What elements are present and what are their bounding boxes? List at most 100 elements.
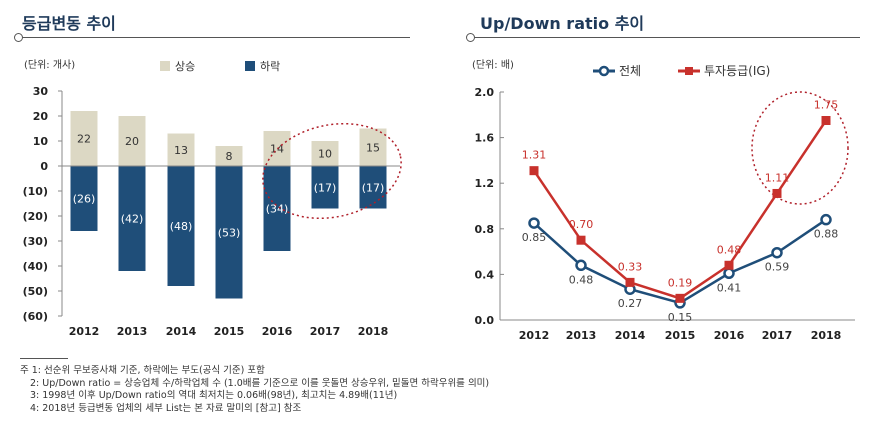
y-tick-label: 30 (33, 85, 49, 98)
bar-label-down: (17) (314, 181, 337, 194)
x-tick-label: 2016 (262, 325, 293, 338)
x-tick-label: 2012 (519, 329, 550, 342)
data-label-total: 0.41 (717, 281, 742, 294)
footnotes: 주 1: 선순위 무보증사채 기준, 하락에는 부도(공식 기준) 포함 2: … (20, 358, 490, 415)
marker-total (528, 217, 540, 229)
legend-marker-ig (685, 67, 693, 75)
highlight-ellipse (751, 91, 849, 205)
marker-total (723, 267, 735, 280)
legend-swatch-up (160, 61, 170, 71)
marker-ig (625, 277, 635, 287)
x-tick-label: 2012 (69, 325, 100, 338)
marker-total (575, 259, 587, 272)
bar-up (215, 146, 243, 166)
x-tick-label: 2017 (762, 329, 793, 342)
y-tick-label: 1.2 (475, 177, 495, 190)
x-tick-label: 2017 (310, 325, 341, 338)
bar-up (70, 111, 98, 166)
bar-down (311, 166, 339, 209)
legend-marker-total (598, 65, 610, 77)
bar-label-down: (34) (266, 203, 289, 216)
data-label-total: 0.88 (814, 228, 839, 241)
note-1: 주 1: 선순위 무보증사채 기준, 하락에는 부도(공식 기준) 포함 (20, 365, 265, 376)
marker-total (771, 246, 783, 259)
bar-label-up: 14 (270, 143, 284, 156)
y-tick-label: (50) (23, 285, 48, 298)
x-tick-label: 2013 (117, 325, 148, 338)
y-tick-label: 20 (33, 110, 49, 123)
title-rule (22, 37, 410, 38)
marker-total (820, 213, 832, 226)
bar-label-down: (26) (73, 193, 96, 206)
y-tick-label: (10) (23, 185, 48, 198)
y-tick-label: (20) (23, 210, 48, 223)
data-label-ig: 0.19 (668, 276, 693, 289)
marker-ig (724, 260, 734, 270)
y-unit-label: (단위: 개사) (24, 58, 75, 71)
legend-label-total: 전체 (619, 64, 641, 78)
bar-label-down: (42) (121, 213, 144, 226)
x-tick-label: 2015 (214, 325, 245, 338)
x-tick-label: 2018 (358, 325, 389, 338)
note-2: 2: Up/Down ratio = 상승업체 수/하락업체 수 (1.0배를 … (30, 377, 490, 389)
bar-up (359, 128, 387, 166)
bar-down (359, 166, 387, 209)
y-tick-label: 10 (33, 135, 49, 148)
y-tick-label: 0.4 (475, 268, 495, 281)
left-chart-title: 등급변동 추이 (22, 14, 116, 33)
legend-label-down: 하락 (260, 59, 280, 73)
data-label-ig: 0.33 (618, 260, 643, 273)
bar-down (263, 166, 291, 251)
x-tick-label: 2016 (714, 329, 745, 342)
y-tick-label: (40) (23, 260, 48, 273)
title-rule (474, 37, 860, 38)
y-tick-label: 0.0 (475, 314, 495, 327)
bar-label-up: 10 (318, 148, 332, 161)
marker-ig (576, 235, 586, 245)
y-tick-label: 0.8 (475, 223, 495, 236)
bar-up (167, 133, 195, 166)
y-tick-label: 0 (40, 160, 48, 173)
legend-label-ig: 투자등급(IG) (704, 64, 770, 78)
y-tick-label: (60) (23, 310, 48, 323)
y-tick-label: (30) (23, 235, 48, 248)
legend-swatch-down (245, 61, 255, 71)
data-label-ig: 1.75 (814, 99, 839, 112)
x-tick-label: 2018 (811, 329, 842, 342)
x-tick-label: 2013 (566, 329, 597, 342)
marker-ig (772, 188, 782, 198)
data-label-total: 0.15 (668, 311, 693, 324)
legend-label-up: 상승 (175, 60, 195, 73)
bar-label-down: (48) (170, 220, 193, 233)
x-tick-label: 2015 (665, 329, 696, 342)
right-chart-title: Up/Down ratio 추이 (480, 14, 645, 33)
marker-ig (675, 293, 685, 303)
footnote-separator (20, 358, 68, 359)
data-label-total: 0.48 (569, 273, 594, 286)
note-4: 4: 2018년 등급변동 업체의 세부 List는 본 자료 말미의 [참고]… (30, 402, 302, 414)
y-tick-label: 1.6 (475, 132, 495, 145)
bar-label-down: (17) (362, 181, 385, 194)
y-unit-label: (단위: 배) (472, 58, 514, 71)
data-label-total: 0.59 (765, 261, 790, 274)
bar-up (311, 141, 339, 166)
bar-down (167, 166, 195, 286)
bar-label-up: 15 (366, 141, 380, 154)
data-label-total: 0.27 (618, 297, 643, 310)
bar-label-up: 20 (125, 135, 139, 148)
bar-down (118, 166, 146, 271)
bar-label-up: 8 (226, 150, 233, 163)
bar-label-up: 22 (77, 133, 91, 146)
bar-down (215, 166, 243, 299)
x-tick-label: 2014 (615, 329, 646, 342)
marker-ig (821, 116, 831, 125)
bar-label-up: 13 (174, 144, 188, 157)
data-label-ig: 0.48 (717, 243, 742, 256)
note-3: 3: 1998년 이후 Up/Down ratio의 역대 최저치는 0.06배… (30, 390, 398, 401)
data-label-ig: 1.11 (765, 171, 790, 184)
data-label-ig: 0.70 (569, 218, 594, 231)
y-tick-label: 2.0 (475, 86, 495, 99)
bar-up (118, 116, 146, 166)
bar-down (70, 166, 98, 231)
